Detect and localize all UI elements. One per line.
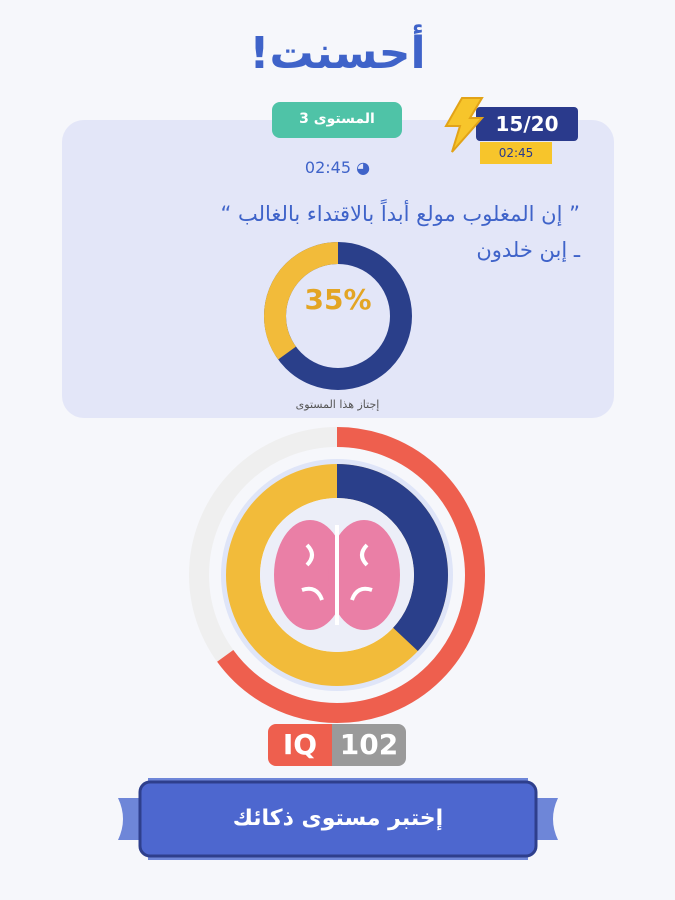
quote: ” إن المغلوب مولع أبداً بالاقتداء بالغال… bbox=[80, 196, 580, 268]
score-badge: 15/20 bbox=[476, 107, 578, 141]
brain-icon bbox=[274, 520, 400, 630]
score-time: 02:45 bbox=[480, 142, 552, 164]
timer: 02:45 ◕ bbox=[0, 158, 675, 177]
clock-icon: ◕ bbox=[356, 158, 371, 177]
page-title: أحسنت! bbox=[249, 28, 426, 79]
cta-button-bg bbox=[118, 778, 558, 860]
outer-ring-progress bbox=[189, 427, 485, 723]
level-badge: المستوى 3 bbox=[272, 102, 402, 138]
quote-text: ” إن المغلوب مولع أبداً بالاقتداء بالغال… bbox=[220, 202, 580, 226]
iq-score: IQ 102 bbox=[268, 724, 406, 766]
lightning-icon bbox=[444, 97, 485, 153]
quote-author: ـ إبن خلدون bbox=[476, 238, 580, 262]
progress-caption: إجتاز هذا المستوى bbox=[295, 398, 380, 411]
timer-value: 02:45 bbox=[304, 158, 352, 177]
level-progress-donut bbox=[264, 242, 412, 390]
inner-ring-progress bbox=[226, 464, 448, 686]
donut-progress bbox=[264, 242, 412, 390]
iq-gauge bbox=[189, 427, 485, 723]
test-iq-button[interactable]: إختبر مستوى ذكائك bbox=[232, 806, 444, 831]
progress-percent: 35% bbox=[304, 283, 372, 316]
iq-value: 102 bbox=[332, 724, 406, 766]
iq-label: IQ bbox=[268, 724, 332, 766]
